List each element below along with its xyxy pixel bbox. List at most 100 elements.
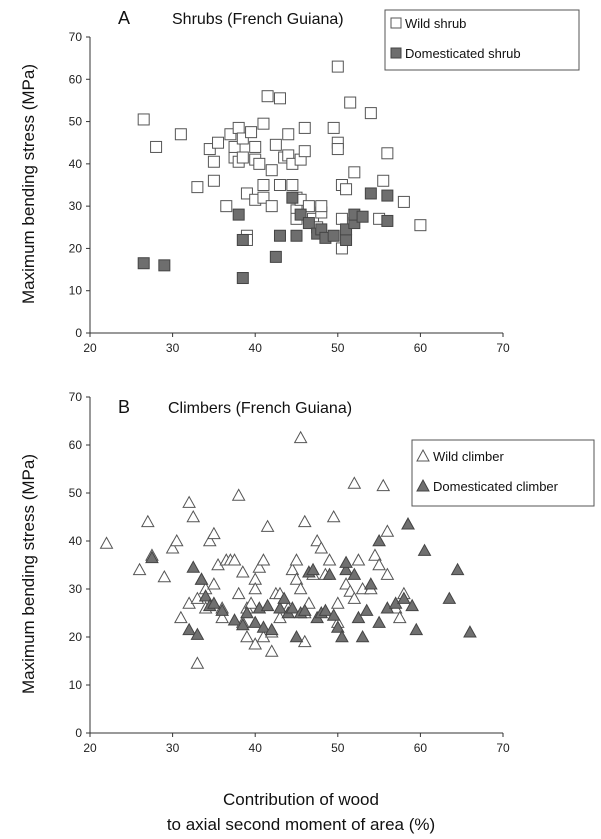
domesticated-climber-point — [186, 560, 201, 573]
wild-shrub-point — [327, 121, 340, 134]
wild-climber-point — [347, 591, 362, 604]
panel-a-y-tick-label: 50 — [69, 115, 83, 129]
wild-climber-point — [285, 562, 300, 576]
panel-b-y-tick-label: 10 — [69, 678, 83, 692]
wild-climber-point — [289, 572, 304, 585]
wild-shrub-point — [174, 128, 187, 141]
domesticated-climber-point — [363, 577, 378, 590]
domesticated-climber-point — [289, 629, 304, 643]
domesticated-climber-point — [264, 622, 279, 636]
domesticated-shrub-point — [340, 223, 353, 236]
domesticated-climber-point — [256, 620, 271, 633]
panel-a-y-tick-label: 40 — [69, 157, 83, 171]
domesticated-shrub-point — [269, 250, 282, 263]
panel-b-x-tick-label: 70 — [496, 741, 510, 755]
wild-climber-point — [207, 526, 221, 540]
domesticated-shrub-point — [273, 229, 286, 242]
legend-domesticated-climber-marker — [416, 478, 430, 492]
wild-climber-point — [256, 553, 271, 566]
wild-climber-point — [202, 533, 217, 547]
wild-shrub-point — [236, 132, 249, 145]
wild-climber-point — [165, 541, 180, 554]
x-axis-label-line-2: to axial second moment of area (%) — [167, 815, 435, 834]
wild-shrub-point — [249, 140, 262, 153]
wild-climber-point — [169, 533, 184, 547]
wild-shrub-point — [240, 187, 253, 200]
wild-shrub-point — [273, 92, 286, 105]
wild-shrub-point — [298, 145, 311, 158]
wild-climber-point — [372, 557, 386, 571]
panel-b-y-tick-label: 70 — [69, 390, 83, 404]
wild-shrub-point — [286, 179, 299, 191]
panel-a-legend-box — [384, 9, 580, 71]
panel-b-y-tick-label: 60 — [69, 438, 83, 452]
legend-wild-climber-label: Wild climber — [433, 449, 504, 464]
panel-b-title: Climbers (French Guiana) — [168, 400, 352, 417]
wild-climber-point — [339, 577, 353, 590]
wild-shrub-point — [265, 164, 278, 177]
wild-shrub-point — [265, 200, 278, 213]
wild-climber-point — [231, 488, 246, 501]
domesticated-climber-point — [372, 615, 386, 628]
wild-climber-point — [215, 610, 230, 624]
panel-b-climbers: B Climbers (French Guiana) Maximum bendi… — [19, 390, 595, 755]
legend-wild-shrub-label: Wild shrub — [405, 16, 466, 31]
domesticated-climber-point — [277, 591, 291, 604]
wild-shrub-point — [257, 179, 270, 191]
domesticated-climber-point — [145, 550, 159, 564]
wild-climber-point — [293, 581, 308, 595]
domesticated-climber-point — [235, 617, 250, 631]
wild-climber-point — [260, 519, 275, 532]
wild-shrub-point — [331, 143, 344, 156]
panel-b-axes: 0 10 20 30 40 50 60 70 20 30 40 50 60 70 — [69, 390, 510, 755]
wild-shrub-point — [253, 157, 266, 170]
wild-climber-point — [244, 596, 258, 609]
legend-wild-shrub-marker — [390, 17, 402, 29]
x-axis-label-line-1: Contribution of wood — [223, 790, 379, 809]
wild-climber-point — [174, 610, 188, 624]
domesticated-shrub-point — [236, 272, 249, 285]
domesticated-climber-point — [463, 625, 477, 638]
domesticated-climber-point — [306, 562, 320, 576]
domesticated-shrub-point — [364, 187, 377, 200]
domesticated-climber-point — [326, 608, 341, 621]
wild-shrub-point — [344, 96, 357, 109]
panel-a-y-tick-label: 0 — [75, 326, 82, 340]
domesticated-shrub-point — [137, 257, 150, 270]
wild-shrub-point — [137, 113, 150, 126]
domesticated-shrub-point — [286, 191, 299, 204]
panel-a-x-tick-label: 30 — [166, 341, 180, 355]
wild-climber-point — [248, 637, 263, 650]
panel-a-legend: Wild shrub Domesticated shrub — [384, 9, 580, 71]
wild-climber-point — [347, 476, 362, 489]
domesticated-climber-point — [347, 567, 362, 580]
domesticated-shrub-point — [381, 189, 394, 202]
wild-shrub-point — [302, 200, 315, 213]
domesticated-climber-point — [409, 622, 424, 636]
panel-b-y-tick-label: 20 — [69, 630, 83, 644]
panel-b-y-axis-label: Maximum bending stress (MPa) — [19, 454, 38, 694]
panel-b-y-tick-label: 50 — [69, 486, 83, 500]
legend-domesticated-shrub-label: Domesticated shrub — [405, 46, 521, 61]
wild-climber-point — [351, 553, 366, 566]
wild-climber-point — [207, 577, 221, 590]
wild-shrub-point — [269, 138, 282, 151]
wild-climber-point — [227, 553, 242, 566]
panel-a-x-tick-label: 20 — [83, 341, 97, 355]
panel-a-y-tick-label: 20 — [69, 241, 83, 255]
panel-a-y-axis-label: Maximum bending stress (MPa) — [19, 64, 38, 304]
domesticated-climber-point — [227, 613, 242, 626]
wild-shrub-point — [298, 121, 311, 134]
legend-wild-climber-marker — [416, 448, 430, 462]
domesticated-climber-point — [240, 605, 254, 619]
domesticated-climber-point — [318, 603, 333, 616]
panel-b-legend: Wild climber Domesticated climber — [411, 439, 595, 507]
domesticated-climber-point — [273, 601, 287, 614]
panel-a-label: A — [118, 8, 130, 28]
domesticated-climber-point — [417, 543, 432, 556]
wild-shrub-point — [340, 183, 353, 196]
panel-b-y-tick-label: 0 — [75, 726, 82, 740]
wild-climber-point — [293, 430, 308, 444]
wild-climber-point — [392, 610, 407, 624]
